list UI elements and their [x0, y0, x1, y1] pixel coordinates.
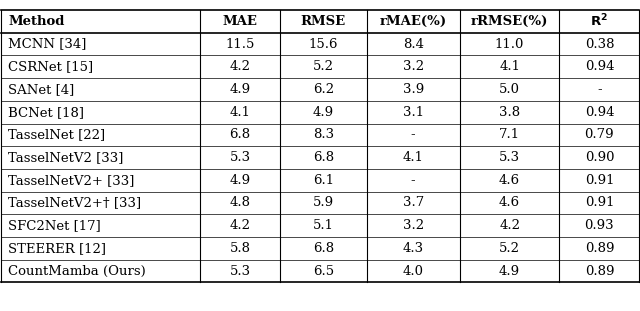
Text: -: -	[411, 174, 415, 187]
Text: 4.1: 4.1	[403, 151, 424, 164]
Text: 0.89: 0.89	[585, 265, 614, 278]
Text: 4.9: 4.9	[313, 106, 334, 119]
Text: 4.1: 4.1	[230, 106, 251, 119]
Text: TasselNetV2+ [33]: TasselNetV2+ [33]	[8, 174, 135, 187]
Text: 5.3: 5.3	[230, 265, 251, 278]
Text: CountMamba (Ours): CountMamba (Ours)	[8, 265, 146, 278]
Text: 5.1: 5.1	[313, 219, 334, 232]
Text: SFC2Net [17]: SFC2Net [17]	[8, 219, 101, 232]
Text: 11.5: 11.5	[225, 38, 255, 51]
Text: 0.79: 0.79	[584, 128, 614, 142]
Text: MAE: MAE	[223, 15, 258, 28]
Text: -: -	[411, 128, 415, 142]
Text: 3.2: 3.2	[403, 60, 424, 73]
Text: 6.8: 6.8	[313, 242, 334, 255]
Text: 0.91: 0.91	[585, 197, 614, 210]
Text: 4.1: 4.1	[499, 60, 520, 73]
Text: 4.2: 4.2	[230, 219, 251, 232]
Text: 5.2: 5.2	[499, 242, 520, 255]
Text: 0.90: 0.90	[585, 151, 614, 164]
Text: 8.3: 8.3	[313, 128, 334, 142]
Text: 4.3: 4.3	[403, 242, 424, 255]
Text: 4.9: 4.9	[230, 83, 251, 96]
Text: 5.3: 5.3	[499, 151, 520, 164]
Text: 4.6: 4.6	[499, 197, 520, 210]
Text: Method: Method	[8, 15, 65, 28]
Text: 6.1: 6.1	[313, 174, 334, 187]
Text: TasselNetV2+† [33]: TasselNetV2+† [33]	[8, 197, 141, 210]
Text: 6.2: 6.2	[313, 83, 334, 96]
Text: 4.9: 4.9	[230, 174, 251, 187]
Text: 4.6: 4.6	[499, 174, 520, 187]
Text: STEERER [12]: STEERER [12]	[8, 242, 106, 255]
Text: 0.94: 0.94	[585, 60, 614, 73]
Text: 0.38: 0.38	[585, 38, 614, 51]
Text: 4.0: 4.0	[403, 265, 424, 278]
Text: CSRNet [15]: CSRNet [15]	[8, 60, 93, 73]
Text: 3.2: 3.2	[403, 219, 424, 232]
Text: BCNet [18]: BCNet [18]	[8, 106, 84, 119]
Text: TasselNetV2 [33]: TasselNetV2 [33]	[8, 151, 124, 164]
Text: 3.7: 3.7	[403, 197, 424, 210]
Text: 0.89: 0.89	[585, 242, 614, 255]
Text: 4.2: 4.2	[230, 60, 251, 73]
Text: $\mathbf{R^2}$: $\mathbf{R^2}$	[591, 13, 609, 30]
Text: 6.8: 6.8	[313, 151, 334, 164]
Text: rRMSE(%): rRMSE(%)	[471, 15, 548, 28]
Text: 5.3: 5.3	[230, 151, 251, 164]
Text: 4.2: 4.2	[499, 219, 520, 232]
Text: 5.0: 5.0	[499, 83, 520, 96]
Text: 3.8: 3.8	[499, 106, 520, 119]
Text: 7.1: 7.1	[499, 128, 520, 142]
Text: 0.91: 0.91	[585, 174, 614, 187]
Text: 4.8: 4.8	[230, 197, 251, 210]
Text: 0.93: 0.93	[584, 219, 614, 232]
Text: 11.0: 11.0	[495, 38, 524, 51]
Text: 6.5: 6.5	[313, 265, 334, 278]
Text: 3.1: 3.1	[403, 106, 424, 119]
Text: 0.94: 0.94	[585, 106, 614, 119]
Text: -: -	[597, 83, 602, 96]
Text: TasselNet [22]: TasselNet [22]	[8, 128, 106, 142]
Text: RMSE: RMSE	[301, 15, 346, 28]
Text: SANet [4]: SANet [4]	[8, 83, 75, 96]
Text: 15.6: 15.6	[308, 38, 338, 51]
Text: 8.4: 8.4	[403, 38, 424, 51]
Text: 5.8: 5.8	[230, 242, 251, 255]
Text: 3.9: 3.9	[403, 83, 424, 96]
Text: MCNN [34]: MCNN [34]	[8, 38, 87, 51]
Text: rMAE(%): rMAE(%)	[380, 15, 447, 28]
Text: 5.9: 5.9	[313, 197, 334, 210]
Text: 6.8: 6.8	[230, 128, 251, 142]
Text: 5.2: 5.2	[313, 60, 334, 73]
Text: 4.9: 4.9	[499, 265, 520, 278]
